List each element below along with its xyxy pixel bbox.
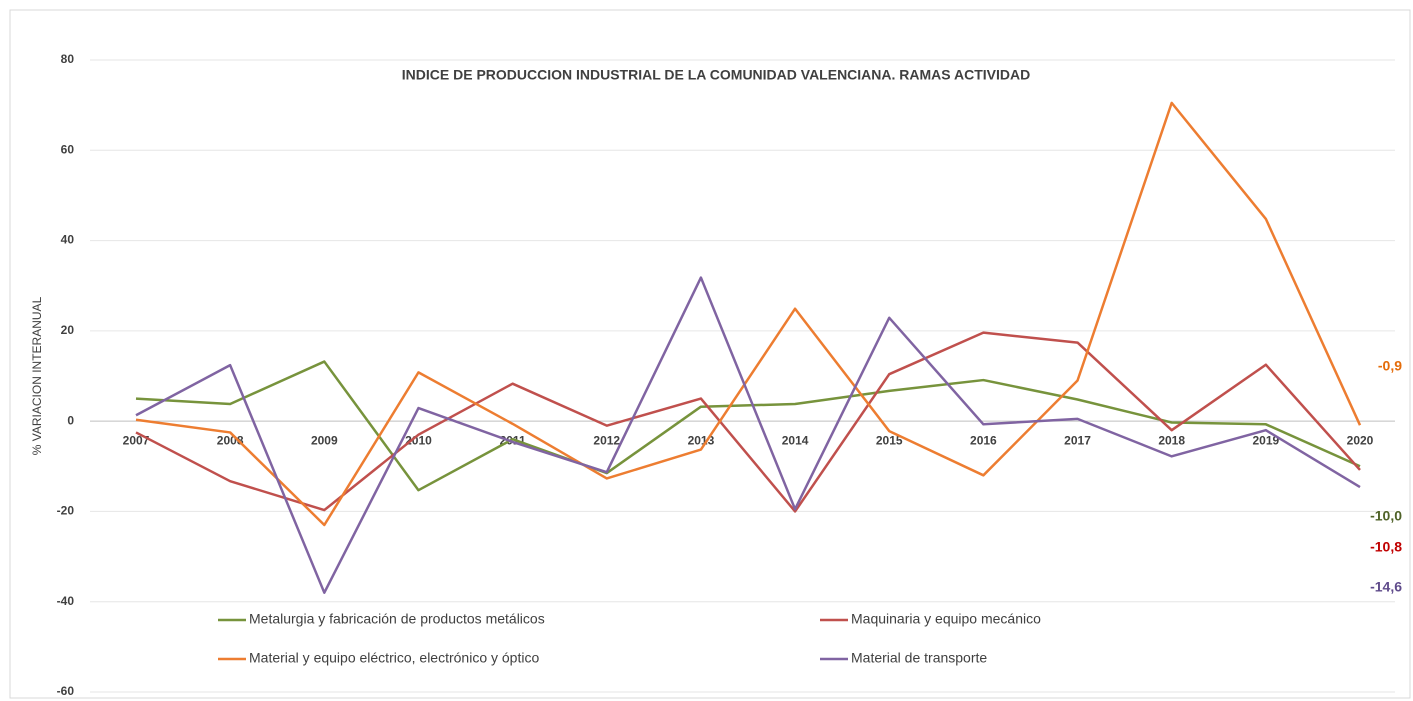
- x-tick-label: 2008: [217, 433, 244, 447]
- x-tick-label: 2017: [1064, 433, 1091, 447]
- x-tick-label: 2007: [123, 433, 150, 447]
- chart-title: INDICE DE PRODUCCION INDUSTRIAL DE LA CO…: [402, 67, 1030, 83]
- series-line: [135, 276, 1361, 594]
- y-axis-label: % VARIACION INTERANUAL: [30, 296, 44, 455]
- data-label: -14,6: [1370, 579, 1402, 595]
- y-tick-label: -20: [57, 504, 75, 518]
- x-tick-label: 2020: [1347, 433, 1374, 447]
- legend-label: Material y equipo eléctrico, electrónico…: [249, 650, 539, 666]
- chart-frame: [9, 9, 1411, 699]
- x-tick-label: 2009: [311, 433, 338, 447]
- x-tick-label: 2013: [688, 433, 715, 447]
- x-tick-label: 2016: [970, 433, 997, 447]
- legend-label: Metalurgia y fabricación de productos me…: [249, 611, 545, 627]
- data-label: -10,8: [1370, 539, 1402, 555]
- y-tick-label: 20: [61, 323, 75, 337]
- x-tick-label: 2010: [405, 433, 432, 447]
- data-label: -0,9: [1378, 358, 1402, 374]
- series-line: [135, 101, 1362, 527]
- x-tick-label: 2014: [782, 433, 809, 447]
- y-tick-label: 0: [67, 413, 74, 427]
- x-tick-label: 2012: [593, 433, 620, 447]
- y-tick-label: 60: [61, 142, 75, 156]
- y-tick-label: 40: [61, 233, 75, 247]
- y-tick-label: 80: [61, 52, 75, 66]
- y-tick-label: -60: [57, 684, 75, 698]
- x-tick-label: 2015: [876, 433, 903, 447]
- y-tick-label: -40: [57, 594, 75, 608]
- data-label: -10,0: [1370, 508, 1402, 524]
- x-tick-label: 2018: [1158, 433, 1185, 447]
- legend-label: Material de transporte: [851, 650, 987, 666]
- x-tick-label: 2019: [1252, 433, 1279, 447]
- series-line: [135, 360, 1361, 492]
- legend-label: Maquinaria y equipo mecánico: [851, 611, 1041, 627]
